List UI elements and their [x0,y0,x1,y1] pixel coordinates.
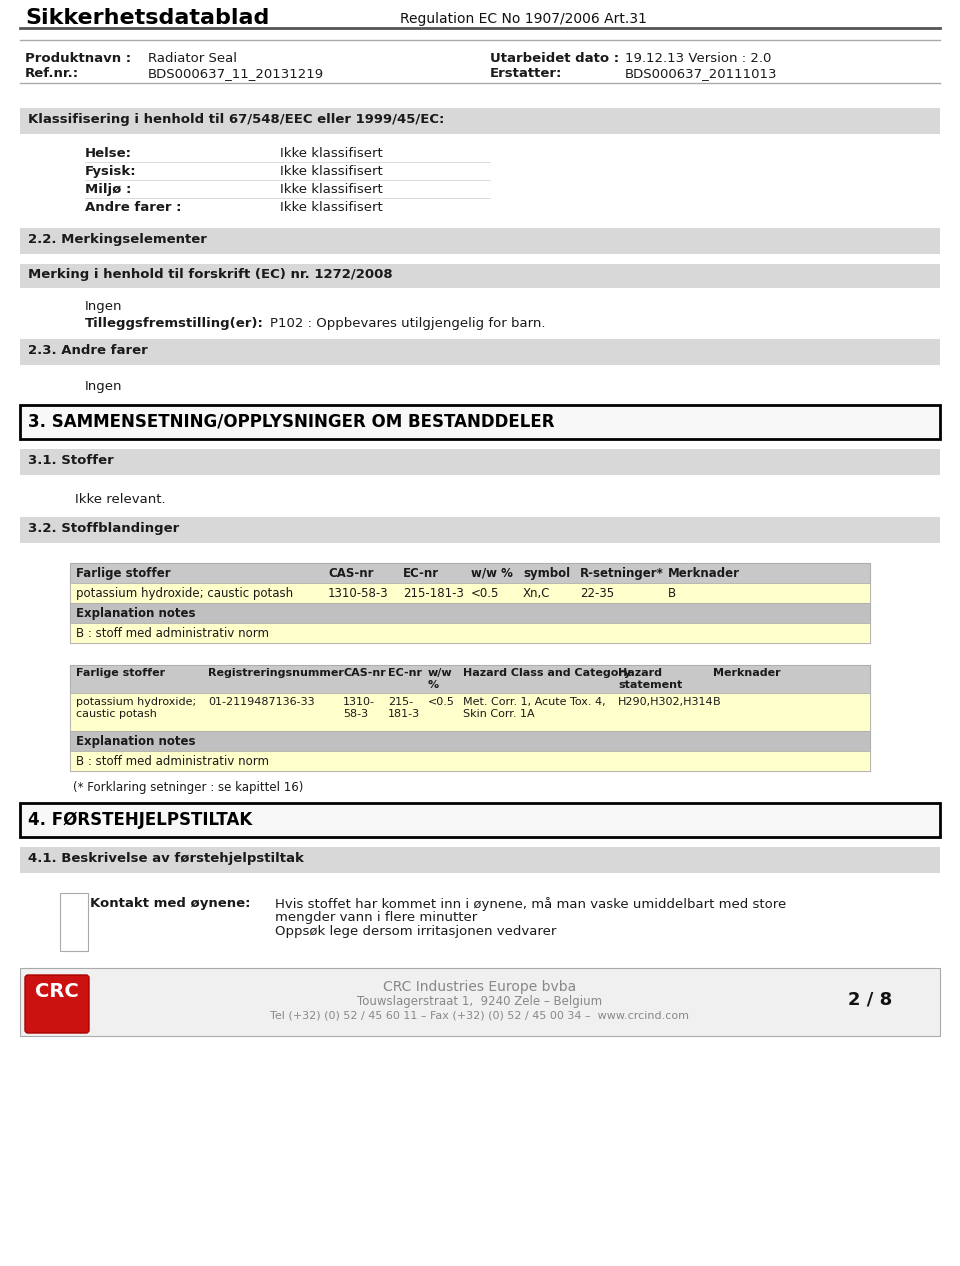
Bar [70,563,870,643]
Text: CAS-nr: CAS-nr [343,668,386,679]
Bar [20,517,940,543]
Text: R-setninger*: R-setninger* [580,567,664,580]
Text: Met. Corr. 1, Acute Tox. 4,
Skin Corr. 1A: Met. Corr. 1, Acute Tox. 4, Skin Corr. 1… [463,698,606,719]
Bar [20,265,940,287]
Bar [70,730,870,751]
Text: BDS000637_20111013: BDS000637_20111013 [625,67,778,80]
Text: Ikke klassifisert: Ikke klassifisert [280,165,383,179]
Bar [70,563,870,584]
Bar [20,108,940,134]
Text: Hazard
statement: Hazard statement [618,668,683,690]
Text: Erstatter:: Erstatter: [490,67,563,80]
Text: (* Forklaring setninger : se kapittel 16): (* Forklaring setninger : se kapittel 16… [73,781,303,794]
Text: B : stoff med administrativ norm: B : stoff med administrativ norm [76,627,269,641]
Text: Tel (+32) (0) 52 / 45 60 11 – Fax (+32) (0) 52 / 45 00 34 –  www.crcind.com: Tel (+32) (0) 52 / 45 60 11 – Fax (+32) … [271,1010,689,1020]
Text: B: B [713,698,721,706]
Text: w/w
%: w/w % [428,668,452,690]
Text: 01-2119487136-33: 01-2119487136-33 [208,698,315,706]
Text: Oppsøk lege dersom irritasjonen vedvarer: Oppsøk lege dersom irritasjonen vedvarer [275,925,557,938]
Text: CRC: CRC [36,982,79,1001]
Text: Ref.nr.:: Ref.nr.: [25,67,79,80]
Text: <0.5: <0.5 [428,698,455,706]
Text: 4. FØRSTEHJELPSTILTAK: 4. FØRSTEHJELPSTILTAK [28,812,252,829]
Text: Explanation notes: Explanation notes [76,606,196,620]
Bar [60,893,88,951]
Text: Ingen: Ingen [85,380,123,392]
Text: Farlige stoffer: Farlige stoffer [76,668,165,679]
Bar [70,751,870,771]
Text: Merking i henhold til forskrift (EC) nr. 1272/2008: Merking i henhold til forskrift (EC) nr.… [28,268,393,281]
Bar [70,665,870,771]
Text: Tilleggsfremstilling(er):: Tilleggsfremstilling(er): [85,316,264,330]
Text: B : stoff med administrativ norm: B : stoff med administrativ norm [76,755,269,768]
Text: BDS000637_11_20131219: BDS000637_11_20131219 [148,67,324,80]
Text: Fysisk:: Fysisk: [85,165,136,179]
Text: Merknader: Merknader [668,567,740,580]
Text: 1310-
58-3: 1310- 58-3 [343,698,375,719]
Text: Xn,C: Xn,C [523,587,550,600]
Text: Farlige stoffer: Farlige stoffer [76,567,171,580]
Text: 3. SAMMENSETNING/OPPLYSNINGER OM BESTANDDELER: 3. SAMMENSETNING/OPPLYSNINGER OM BESTAND… [28,413,555,430]
Text: EC-nr: EC-nr [403,567,439,580]
Text: <0.5: <0.5 [471,587,499,600]
Text: Utarbeidet dato :: Utarbeidet dato : [490,52,619,65]
Text: Hazard Class and Category: Hazard Class and Category [463,668,631,679]
Text: Sikkerhetsdatablad: Sikkerhetsdatablad [25,8,270,28]
Text: mengder vann i flere minutter: mengder vann i flere minutter [275,912,477,924]
Text: Produktnavn :: Produktnavn : [25,52,132,65]
Bar [20,449,940,475]
Text: EC-nr: EC-nr [388,668,422,679]
Text: Explanation notes: Explanation notes [76,736,196,748]
Text: 22-35: 22-35 [580,587,614,600]
Text: CAS-nr: CAS-nr [328,567,373,580]
Text: Registreringsnummer: Registreringsnummer [208,668,344,679]
Text: 2.3. Andre farer: 2.3. Andre farer [28,344,148,357]
Text: Helse:: Helse: [85,147,132,160]
Text: Regulation EC No 1907/2006 Art.31: Regulation EC No 1907/2006 Art.31 [400,11,647,27]
Text: symbol: symbol [523,567,570,580]
Bar [70,584,870,603]
Text: w/w %: w/w % [471,567,513,580]
Text: Hvis stoffet har kommet inn i øynene, må man vaske umiddelbart med store: Hvis stoffet har kommet inn i øynene, må… [275,898,786,912]
Text: Ikke klassifisert: Ikke klassifisert [280,147,383,160]
Text: 2.2. Merkingselementer: 2.2. Merkingselementer [28,233,206,246]
Bar [70,693,870,730]
Text: CRC Industries Europe bvba: CRC Industries Europe bvba [383,980,577,994]
Text: Radiator Seal: Radiator Seal [148,52,237,65]
Text: Touwslagerstraat 1,  9240 Zele – Belgium: Touwslagerstraat 1, 9240 Zele – Belgium [357,995,603,1008]
Bar [70,623,870,643]
Text: 19.12.13 Version : 2.0: 19.12.13 Version : 2.0 [625,52,772,65]
Text: Ikke klassifisert: Ikke klassifisert [280,201,383,214]
Text: 3.2. Stoffblandinger: 3.2. Stoffblandinger [28,522,180,536]
Bar [70,665,870,693]
Text: B: B [668,587,676,600]
Bar [20,228,940,254]
Bar [20,339,940,365]
Text: H290,H302,H314: H290,H302,H314 [618,698,713,706]
Bar [20,847,940,874]
Text: Miljø :: Miljø : [85,184,132,196]
Bar [20,405,940,439]
Text: Klassifisering i henhold til 67/548/EEC eller 1999/45/EC:: Klassifisering i henhold til 67/548/EEC … [28,113,444,127]
Text: Ikke klassifisert: Ikke klassifisert [280,184,383,196]
Text: P102 : Oppbevares utilgjengelig for barn.: P102 : Oppbevares utilgjengelig for barn… [270,316,545,330]
Text: 2 / 8: 2 / 8 [848,990,892,1008]
Text: potassium hydroxide;
caustic potash: potassium hydroxide; caustic potash [76,698,196,719]
Text: Kontakt med øynene:: Kontakt med øynene: [90,898,251,910]
Text: Ikke relevant.: Ikke relevant. [75,492,166,506]
Text: 1310-58-3: 1310-58-3 [328,587,389,600]
Text: potassium hydroxide; caustic potash: potassium hydroxide; caustic potash [76,587,293,600]
Text: 3.1. Stoffer: 3.1. Stoffer [28,454,113,467]
Text: 4.1. Beskrivelse av førstehjelpstiltak: 4.1. Beskrivelse av førstehjelpstiltak [28,852,304,865]
Text: 215-
181-3: 215- 181-3 [388,698,420,719]
Bar [20,968,940,1036]
Text: 215-181-3: 215-181-3 [403,587,464,600]
Bar [70,603,870,623]
Text: Merknader: Merknader [713,668,780,679]
FancyBboxPatch shape [25,975,89,1033]
Text: Ingen: Ingen [85,300,123,313]
Bar [20,803,940,837]
Text: Andre farer :: Andre farer : [85,201,181,214]
